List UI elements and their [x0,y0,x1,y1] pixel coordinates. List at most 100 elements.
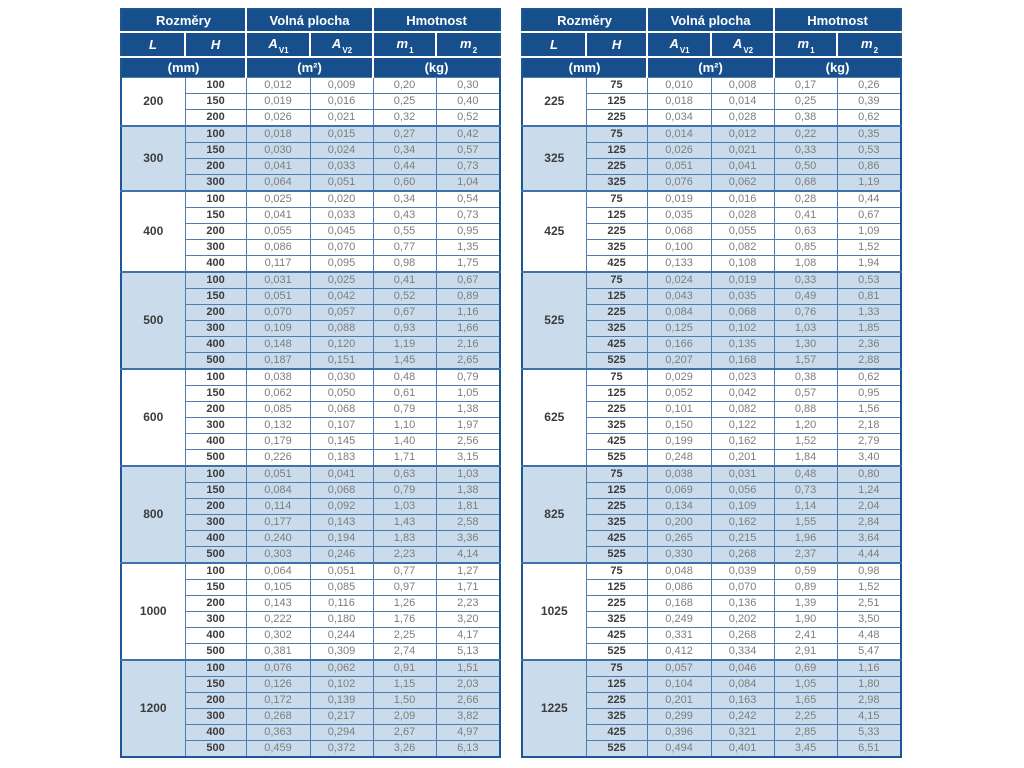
av1-value: 0,201 [646,691,712,709]
m1-value: 0,79 [372,400,437,418]
h-value: 400 [184,723,247,741]
table-row: 500 0,187 0,151 1,45 2,65 [121,351,501,369]
m1-value: 0,48 [773,464,838,483]
l-value: 325 [521,124,587,191]
h-value: 200 [184,157,247,175]
av2-value: 0,057 [309,303,374,321]
table-body-right: 225 75 0,010 0,008 0,17 0,26 125 0,018 0,014 0,25… [521,76,902,757]
m1-value: 2,85 [773,723,838,741]
h-value: 500 [184,642,247,660]
av2-value: 0,088 [309,319,374,337]
m2-value: 5,13 [435,642,501,660]
av2-value: 0,268 [710,545,775,563]
table-row: 425 0,199 0,162 1,52 2,79 [522,432,902,450]
av2-value: 0,139 [309,691,374,709]
av1-value: 0,150 [646,416,712,434]
m2-value: 0,81 [836,287,902,305]
m1-value: 1,08 [773,254,838,272]
m1-value: 3,26 [372,739,437,757]
av1-value: 0,086 [245,238,311,256]
table-row: 500 100 0,031 0,025 0,41 0,67 [120,270,501,369]
av1-value: 0,052 [646,384,712,402]
av1-value: 0,051 [245,464,311,483]
table-row: 300 0,109 0,088 0,93 1,66 [121,319,501,337]
m1-value: 1,90 [773,610,838,628]
m1-value: 0,48 [372,367,437,386]
h-value: 300 [184,238,247,256]
col-header-m2: m2 [435,31,501,58]
m2-value: 0,40 [435,92,501,110]
m1-value: 0,33 [773,270,838,289]
av2-value: 0,082 [710,400,775,418]
av1-value: 0,134 [646,497,712,515]
table-row: 600 100 0,038 0,030 0,48 0,79 [120,367,501,466]
m2-value: 1,97 [435,416,501,434]
m2-value: 3,15 [435,448,501,466]
av2-value: 0,025 [309,270,374,289]
table-row: 525 0,412 0,334 2,91 5,47 [522,642,902,660]
av1-value: 0,064 [245,173,311,191]
m2-value: 1,09 [836,222,902,240]
av1-value: 0,014 [646,124,712,143]
header-free-area: Volná plocha [646,9,776,33]
unit-m2: (m²) [245,56,375,77]
av1-value: 0,076 [646,173,712,191]
av1-value: 0,019 [646,189,712,208]
av2-value: 0,042 [710,384,775,402]
av1-value: 0,070 [245,303,311,321]
m1-value: 0,32 [372,108,437,126]
m1-value: 0,68 [773,173,838,191]
av2-value: 0,012 [710,124,775,143]
m1-value: 0,85 [773,238,838,256]
table-row: 225 0,101 0,082 0,88 1,56 [522,400,902,418]
av2-value: 0,242 [710,707,775,725]
av2-value: 0,162 [710,513,775,531]
av2-value: 0,068 [309,481,374,499]
av2-value: 0,244 [309,626,374,644]
table-row: 425 75 0,019 0,016 0,28 0,44 [521,189,902,272]
av2-value: 0,145 [309,432,374,450]
m2-value: 1,05 [435,384,501,402]
av2-value: 0,294 [309,723,374,741]
av1-value: 0,330 [646,545,712,563]
h-value: 325 [585,416,648,434]
av2-value: 0,070 [710,578,775,596]
av2-value: 0,046 [710,658,775,677]
table-row: 400 100 0,025 0,020 0,34 0,54 [120,189,501,272]
h-value: 75 [585,124,648,143]
av1-value: 0,062 [245,384,311,402]
av1-value: 0,249 [646,610,712,628]
table-row: 500 0,459 0,372 3,26 6,13 [121,739,501,757]
h-value: 300 [184,416,247,434]
m2-value: 0,26 [836,76,902,94]
table-row: 300 0,064 0,051 0,60 1,04 [121,173,501,191]
h-value: 425 [585,723,648,741]
m2-value: 0,73 [435,206,501,224]
m1-value: 0,27 [372,124,437,143]
m1-value: 2,91 [773,642,838,660]
m1-value: 0,76 [773,303,838,321]
h-value: 200 [184,594,247,612]
av1-value: 0,494 [646,739,712,757]
av1-value: 0,126 [245,675,311,693]
m2-value: 0,80 [836,464,902,483]
m1-value: 1,10 [372,416,437,434]
m1-value: 1,30 [773,335,838,353]
m2-value: 0,44 [836,189,902,208]
table-row: 525 0,494 0,401 3,45 6,51 [522,739,902,757]
m1-value: 0,60 [372,173,437,191]
table-row: 125 0,026 0,021 0,33 0,53 [522,141,902,159]
av2-value: 0,194 [309,529,374,547]
table-row: 225 0,168 0,136 1,39 2,51 [522,594,902,612]
table-row: 150 0,030 0,024 0,34 0,57 [121,141,501,159]
l-value: 500 [120,270,186,369]
m1-value: 1,19 [372,335,437,353]
m1-value: 0,69 [773,658,838,677]
av1-value: 0,177 [245,513,311,531]
av2-value: 0,084 [710,675,775,693]
table-row: 225 0,051 0,041 0,50 0,86 [522,157,902,175]
h-value: 100 [184,189,247,208]
table-row: 200 0,143 0,116 1,26 2,23 [121,594,501,612]
av1-value: 0,012 [245,76,311,94]
